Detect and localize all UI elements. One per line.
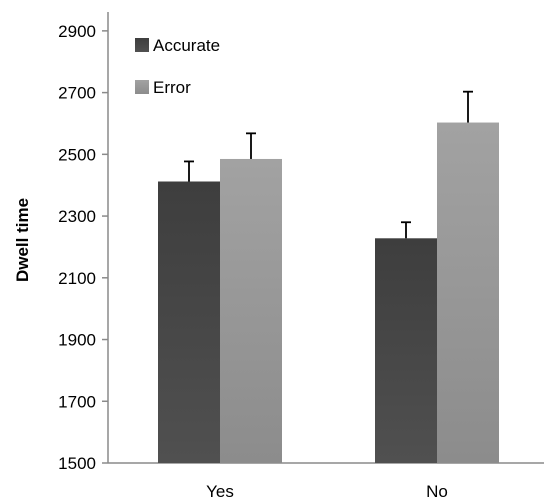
y-tick-label: 1900 xyxy=(58,331,96,350)
legend-swatch-error xyxy=(135,80,149,94)
y-tick-label: 2700 xyxy=(58,84,96,103)
legend-label-error: Error xyxy=(153,78,191,97)
y-tick-label: 2500 xyxy=(58,145,96,164)
y-tick-label: 1700 xyxy=(58,392,96,411)
legend-label-accurate: Accurate xyxy=(153,36,220,55)
y-tick-label: 2100 xyxy=(58,269,96,288)
legend-swatch-accurate xyxy=(135,38,149,52)
bar-accurate-no xyxy=(375,238,437,463)
x-category-label: Yes xyxy=(206,482,234,501)
y-axis-label: Dwell time xyxy=(13,198,32,282)
y-tick-label: 2900 xyxy=(58,22,96,41)
plot-area: 1500 1700 1900 2100 2300 2500 2700 2900 Yes No Acc… xyxy=(58,12,544,501)
y-tick-label: 2300 xyxy=(58,207,96,226)
x-category-label: No xyxy=(426,482,448,501)
bar-accurate-yes xyxy=(158,181,220,463)
bar-error-yes xyxy=(220,158,282,464)
bar-error-no xyxy=(437,122,499,464)
y-tick-label: 1500 xyxy=(58,454,96,473)
